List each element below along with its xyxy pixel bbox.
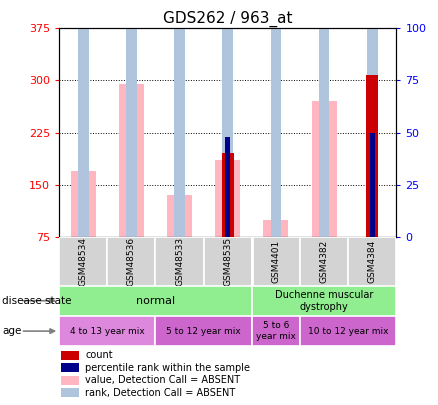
- Text: Duchenne muscular
dystrophy: Duchenne muscular dystrophy: [275, 290, 373, 311]
- FancyBboxPatch shape: [300, 237, 348, 286]
- Text: disease state: disease state: [2, 296, 72, 306]
- Bar: [126, 0, 137, 237]
- Text: percentile rank within the sample: percentile rank within the sample: [85, 362, 251, 373]
- Text: 4 to 13 year mix: 4 to 13 year mix: [70, 326, 145, 336]
- Text: GSM4382: GSM4382: [320, 240, 328, 283]
- Bar: [119, 84, 144, 237]
- Bar: [367, 0, 378, 237]
- Bar: [61, 388, 79, 397]
- FancyBboxPatch shape: [59, 286, 252, 316]
- Bar: [167, 195, 192, 237]
- Text: GSM48536: GSM48536: [127, 237, 136, 286]
- Text: GSM4401: GSM4401: [272, 240, 280, 283]
- Bar: [61, 375, 79, 385]
- Bar: [174, 0, 185, 237]
- FancyBboxPatch shape: [348, 237, 396, 286]
- Bar: [225, 137, 230, 237]
- Text: 5 to 6
year mix: 5 to 6 year mix: [256, 322, 296, 341]
- Title: GDS262 / 963_at: GDS262 / 963_at: [163, 11, 293, 27]
- Text: 10 to 12 year mix: 10 to 12 year mix: [308, 326, 389, 336]
- Text: GSM48534: GSM48534: [79, 237, 88, 286]
- FancyBboxPatch shape: [252, 286, 396, 316]
- Text: GSM48533: GSM48533: [175, 237, 184, 286]
- Bar: [222, 153, 234, 237]
- FancyBboxPatch shape: [155, 237, 204, 286]
- FancyBboxPatch shape: [59, 237, 107, 286]
- Bar: [319, 0, 329, 237]
- Text: 5 to 12 year mix: 5 to 12 year mix: [166, 326, 241, 336]
- Bar: [366, 75, 378, 237]
- FancyBboxPatch shape: [107, 237, 155, 286]
- Bar: [263, 220, 289, 237]
- Text: GSM4384: GSM4384: [368, 240, 377, 283]
- Bar: [271, 0, 281, 237]
- Bar: [61, 363, 79, 372]
- Text: GSM48535: GSM48535: [223, 237, 232, 286]
- Bar: [215, 160, 240, 237]
- Bar: [71, 171, 96, 237]
- FancyBboxPatch shape: [300, 316, 396, 346]
- Text: count: count: [85, 350, 113, 360]
- Bar: [78, 0, 88, 237]
- Text: rank, Detection Call = ABSENT: rank, Detection Call = ABSENT: [85, 388, 236, 398]
- Bar: [61, 351, 79, 360]
- FancyBboxPatch shape: [252, 316, 300, 346]
- FancyBboxPatch shape: [204, 237, 252, 286]
- Bar: [311, 101, 337, 237]
- Text: normal: normal: [136, 296, 175, 306]
- FancyBboxPatch shape: [252, 237, 300, 286]
- FancyBboxPatch shape: [59, 316, 155, 346]
- Text: age: age: [2, 326, 21, 336]
- Bar: [370, 133, 374, 237]
- Bar: [223, 0, 233, 237]
- Text: value, Detection Call = ABSENT: value, Detection Call = ABSENT: [85, 375, 240, 385]
- FancyBboxPatch shape: [155, 316, 252, 346]
